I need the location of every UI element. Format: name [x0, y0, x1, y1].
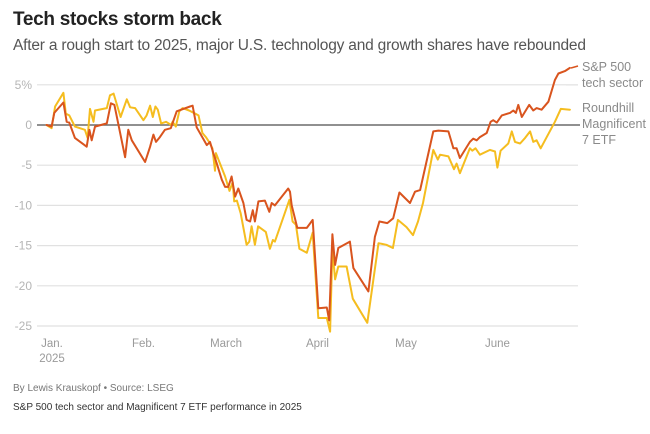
- x-tick-sublabel: 2025: [39, 353, 65, 365]
- x-tick-label: June: [485, 338, 510, 350]
- line-chart: 5% 0 -5 -10 -15 -20 -25 Jan. 2025 Feb. March April…: [15, 60, 647, 365]
- series-line-sp500-tech: [45, 66, 571, 322]
- y-tick-label: -15: [15, 239, 33, 253]
- y-tick-label: -5: [21, 158, 32, 172]
- legend: S&P 500 tech sector Roundhill Magnificent 7 …: [566, 60, 646, 147]
- legend-label-sp500-tech: tech sector: [582, 76, 643, 90]
- legend-label-magnificent7-etf: Roundhill: [582, 101, 634, 115]
- chart-title: Tech stocks storm back: [13, 9, 222, 30]
- caption: S&P 500 tech sector and Magnificent 7 ET…: [13, 402, 302, 413]
- x-axis: Jan. 2025 Feb. March April May June: [39, 338, 510, 365]
- byline: By Lewis Krauskopf • Source: LSEG: [13, 383, 174, 394]
- y-tick-label: -10: [15, 198, 33, 212]
- y-tick-label: 5%: [15, 78, 33, 92]
- y-tick-label: -25: [15, 319, 33, 333]
- legend-connector-sp500: [570, 65, 579, 69]
- series-line-magnificent7-etf: [45, 91, 571, 333]
- y-tick-label: -20: [15, 279, 33, 293]
- y-tick-label: 0: [25, 118, 32, 132]
- x-tick-label: April: [306, 338, 329, 350]
- legend-label-sp500-tech: S&P 500: [582, 60, 631, 74]
- x-tick-label: May: [395, 338, 417, 350]
- x-tick-label: Feb.: [132, 338, 155, 350]
- legend-label-magnificent7-etf: Magnificent: [582, 117, 646, 131]
- chart-subtitle: After a rough start to 2025, major U.S. …: [13, 37, 586, 54]
- x-tick-label: March: [210, 338, 242, 350]
- legend-label-magnificent7-etf: 7 ETF: [582, 133, 616, 147]
- series-lines: [45, 66, 571, 333]
- x-tick-label: Jan.: [41, 338, 63, 350]
- y-axis: 5% 0 -5 -10 -15 -20 -25: [15, 78, 33, 333]
